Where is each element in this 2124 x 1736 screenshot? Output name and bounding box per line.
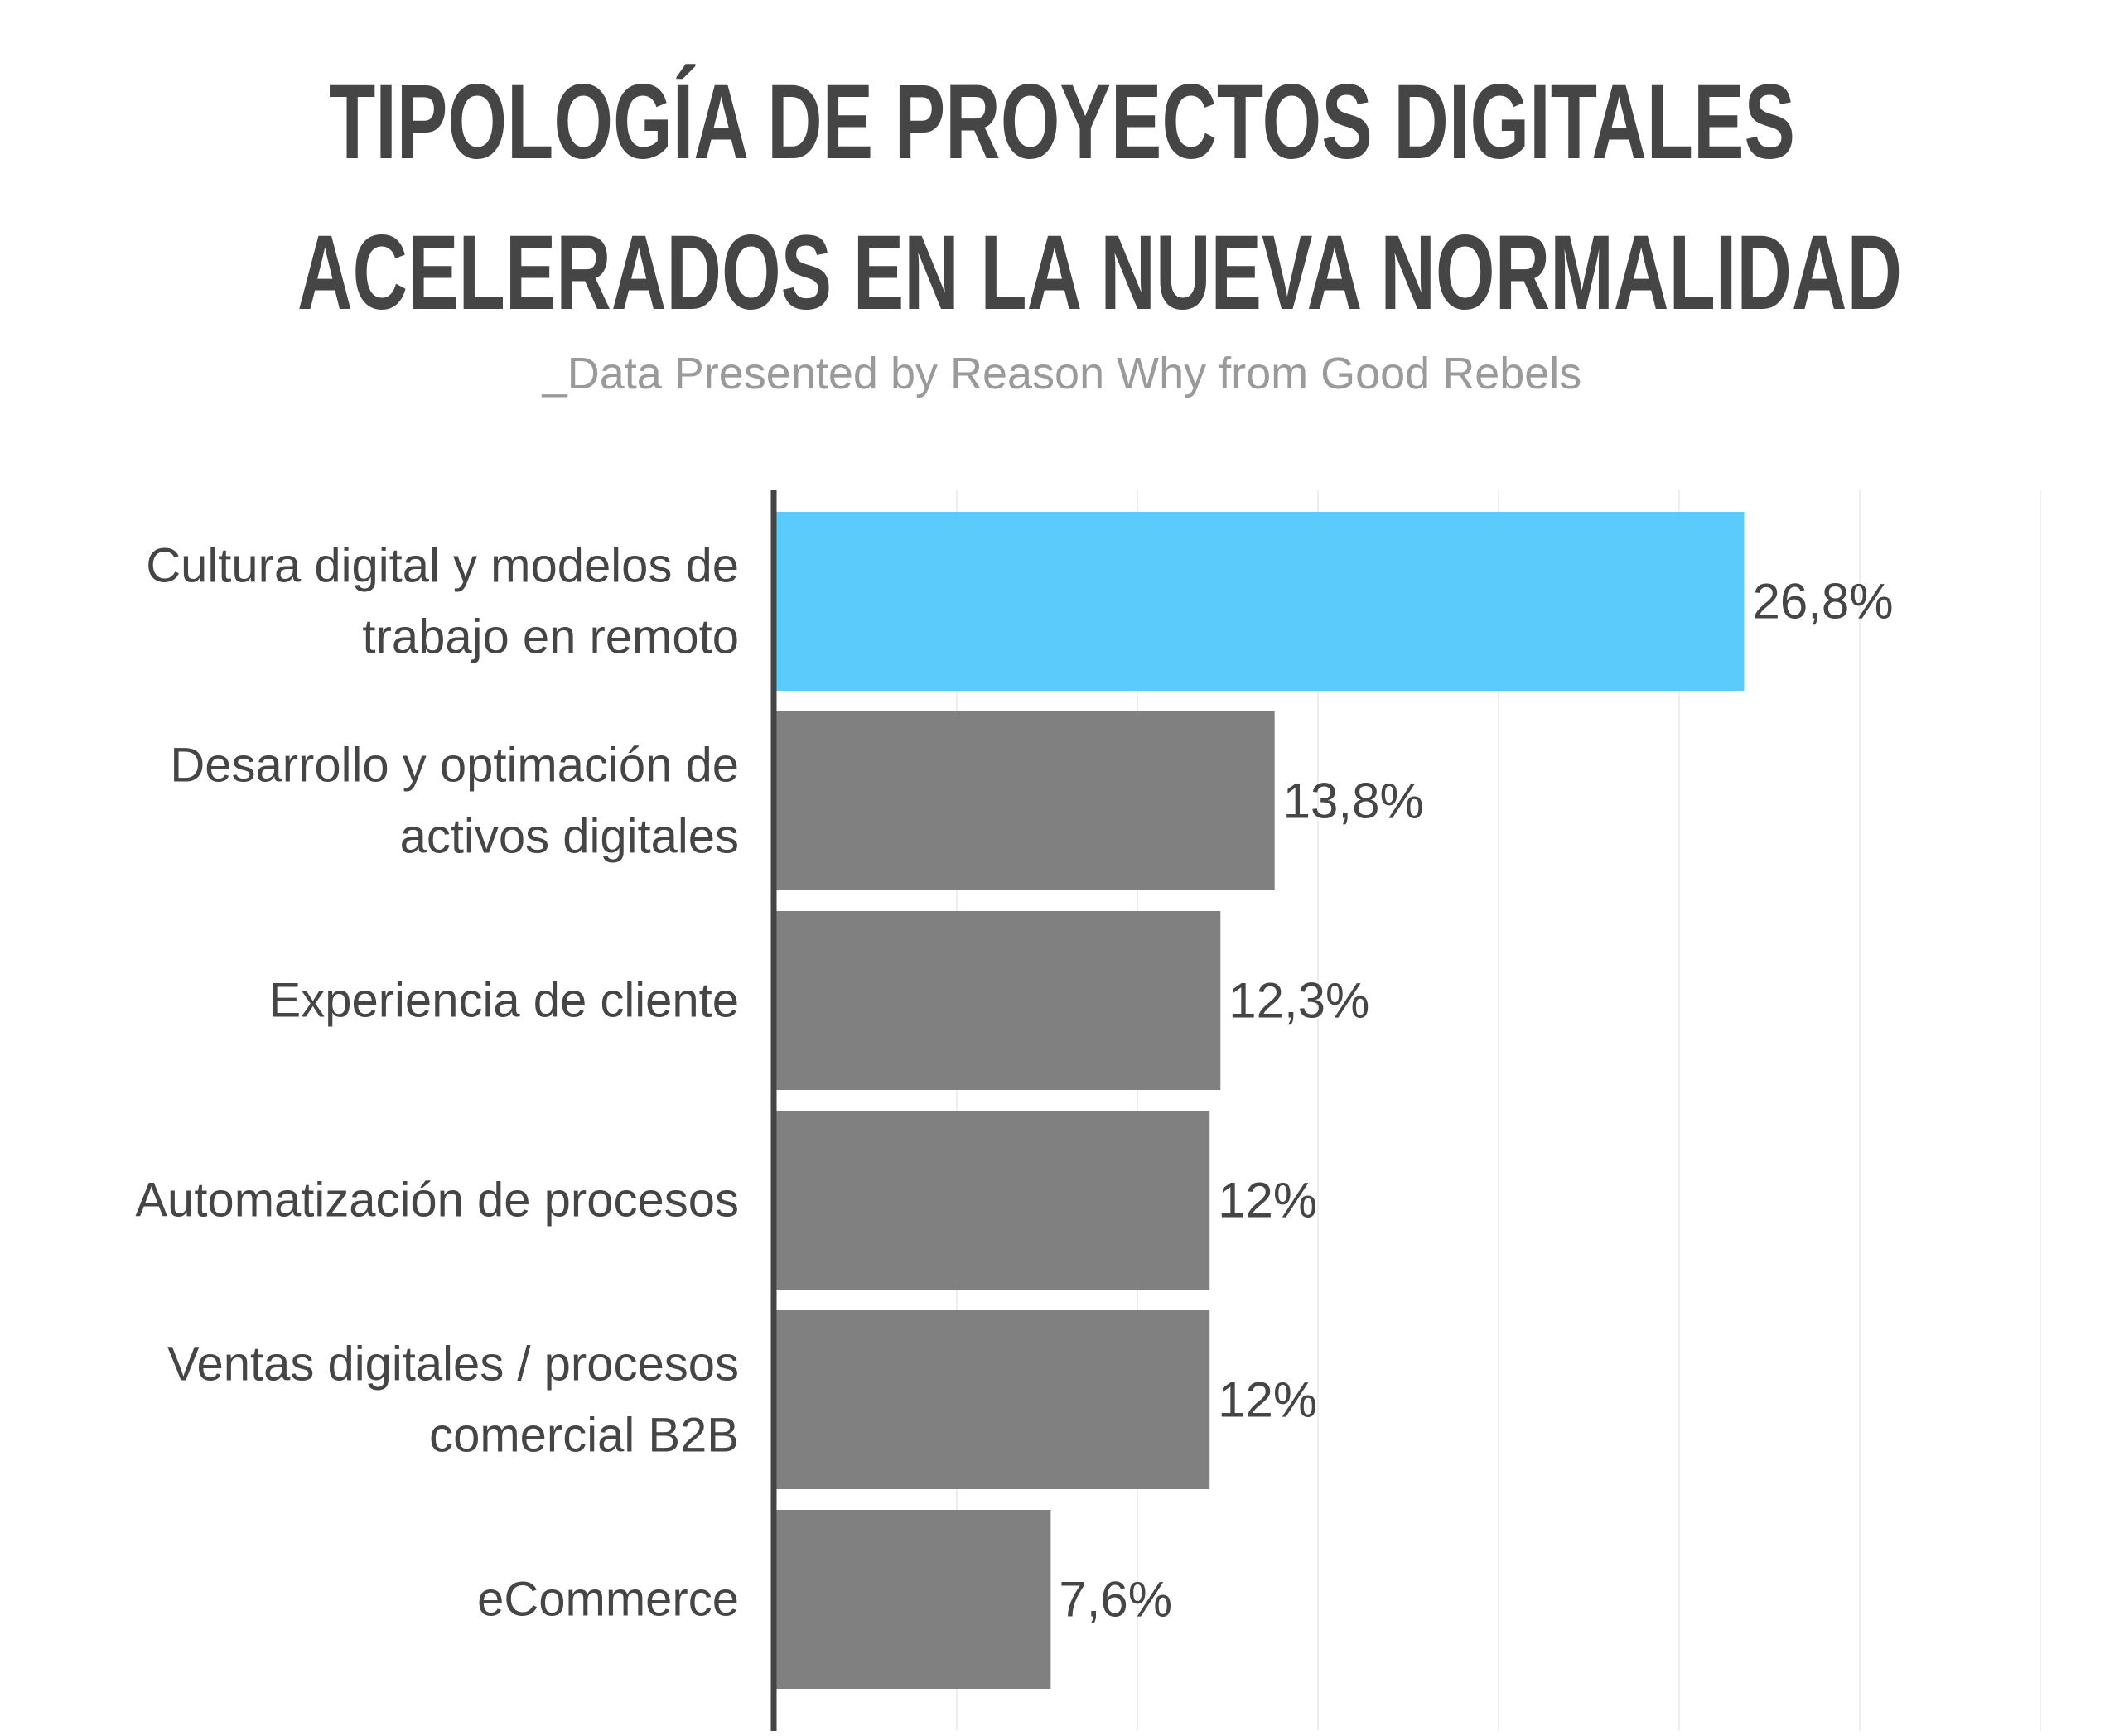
value-label: 7,6% — [1059, 1572, 1172, 1628]
value-label: 26,8% — [1752, 574, 1893, 629]
chart-title-line-1: TIPOLOGÍA DE PROYECTOS DIGITALES — [329, 63, 1795, 181]
category-label: Cultura digital y modelos de — [146, 539, 739, 593]
category-label: trabajo en remoto — [362, 610, 739, 664]
bar — [776, 1310, 1210, 1489]
category-label: Desarrollo y optimación de — [170, 739, 739, 793]
bar — [776, 1111, 1210, 1290]
value-label: 12% — [1218, 1372, 1317, 1428]
value-labels: 26,8% 13,8% 12,3% 12% 12% 7,6% — [1059, 574, 1893, 1628]
category-label: activos digitales — [400, 810, 739, 864]
bars — [776, 512, 1745, 1689]
chart-title-line-2: ACELERADOS EN LA NUEVA NORMALIDAD — [297, 214, 1903, 332]
chart-subtitle: _Data Presented by Reason Why from Good … — [542, 349, 1582, 398]
category-label: Experiencia de cliente — [269, 974, 739, 1028]
category-labels: Cultura digital y modelos de trabajo en r… — [135, 539, 739, 1627]
category-label: Ventas digitales / procesos — [167, 1338, 739, 1391]
value-label: 13,8% — [1283, 774, 1424, 829]
bar — [776, 711, 1275, 890]
bar — [776, 512, 1745, 691]
category-label: eCommerce — [477, 1573, 739, 1627]
category-label: comercial B2B — [429, 1409, 739, 1463]
category-label: Automatización de procesos — [135, 1174, 739, 1227]
bar — [776, 1510, 1051, 1689]
bar — [776, 911, 1221, 1090]
value-label: 12% — [1218, 1173, 1317, 1228]
value-label: 12,3% — [1229, 973, 1369, 1029]
